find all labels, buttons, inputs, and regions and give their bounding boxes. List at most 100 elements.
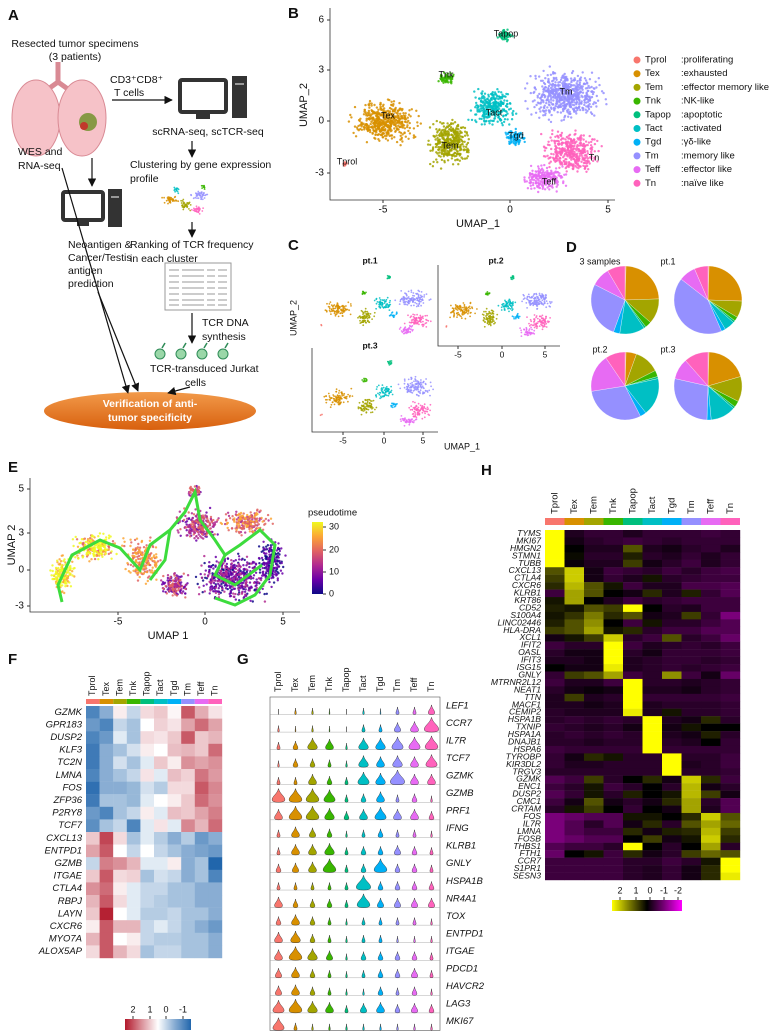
umap-point [409, 132, 411, 134]
umap-point [538, 75, 540, 77]
step-text: profile [130, 173, 159, 185]
umap-point [421, 418, 423, 420]
umap-point [448, 124, 450, 126]
umap-point [375, 308, 377, 310]
umap-point [385, 391, 387, 393]
umap-point [189, 210, 191, 212]
umap-point [488, 122, 490, 124]
umap-point [528, 177, 530, 179]
umap-point [402, 133, 404, 135]
x-axis-label: UMAP_1 [456, 218, 500, 230]
umap-point [51, 578, 53, 580]
umap-point [387, 278, 389, 280]
umap-point [377, 301, 379, 303]
umap-point [572, 79, 574, 81]
umap-point [449, 81, 451, 83]
umap-point [396, 403, 398, 405]
umap-point [470, 109, 472, 111]
umap-point [566, 155, 568, 157]
umap-point [344, 310, 346, 312]
umap-point [417, 386, 419, 388]
umap-point [432, 123, 434, 125]
umap-point [589, 135, 591, 137]
x-tick-label: 0 [382, 435, 387, 445]
umap-point [564, 138, 566, 140]
umap-point [200, 198, 202, 200]
umap-point [546, 300, 548, 302]
umap-point [404, 298, 406, 300]
umap-point [339, 402, 341, 404]
umap-point [380, 388, 382, 390]
umap-point [533, 295, 535, 297]
legend-swatch [634, 125, 641, 132]
umap-point [453, 131, 455, 133]
umap-point [524, 87, 526, 89]
umap-point [363, 113, 365, 115]
umap-point [104, 546, 106, 548]
umap-point [496, 88, 498, 90]
pie-title: pt.2 [592, 344, 607, 354]
umap-point [532, 184, 534, 186]
umap-point [575, 106, 577, 108]
umap-point [541, 99, 543, 101]
umap-point [566, 79, 568, 81]
umap-point [516, 316, 518, 318]
legend-description: :apoptotic [681, 109, 722, 120]
umap-point [539, 315, 541, 317]
umap-point [381, 299, 383, 301]
umap-point [570, 81, 572, 83]
umap-point [418, 291, 420, 293]
umap-point [581, 107, 583, 109]
umap-point [543, 146, 545, 148]
umap-point [429, 150, 431, 152]
umap-point [379, 394, 381, 396]
legend-name: Tn [645, 178, 656, 189]
umap-point [427, 391, 429, 393]
umap-point [532, 182, 534, 184]
umap-point [398, 102, 400, 104]
umap-point [475, 121, 477, 123]
umap-point [175, 187, 177, 189]
umap-point [508, 311, 510, 313]
umap-point [411, 330, 413, 332]
umap-point [533, 106, 535, 108]
umap-point [393, 127, 395, 129]
umap-point [410, 290, 412, 292]
umap-point [540, 169, 542, 171]
umap-point [377, 138, 379, 140]
umap-point [446, 122, 448, 124]
umap-point [526, 330, 528, 332]
umap-point [370, 412, 372, 414]
umap-point [545, 102, 547, 104]
umap-point [410, 405, 412, 407]
umap-point [541, 302, 543, 304]
umap-point [391, 390, 393, 392]
umap-point [524, 141, 526, 143]
umap-point [193, 210, 195, 212]
umap-point [137, 579, 139, 581]
umap-point [492, 103, 494, 105]
umap-point [539, 177, 541, 179]
umap-point [575, 156, 577, 158]
umap-point [535, 180, 537, 182]
umap-point [396, 141, 398, 143]
umap-point [181, 202, 183, 204]
umap-point [557, 153, 559, 155]
umap-point [462, 310, 464, 312]
umap-point [432, 165, 434, 167]
legend-swatch [634, 98, 641, 105]
pie-slice [708, 266, 742, 301]
umap-point [470, 303, 472, 305]
umap-point [575, 110, 577, 112]
umap-point [408, 424, 410, 426]
umap-point [412, 401, 414, 403]
umap-point [523, 179, 525, 181]
legend-name: Tnk [645, 96, 661, 107]
umap-point [545, 297, 547, 299]
umap-point [497, 121, 499, 123]
umap-point [338, 397, 340, 399]
step-text: TCR-transduced Jurkat [150, 363, 259, 375]
umap-point [490, 98, 492, 100]
umap-point [504, 118, 506, 120]
